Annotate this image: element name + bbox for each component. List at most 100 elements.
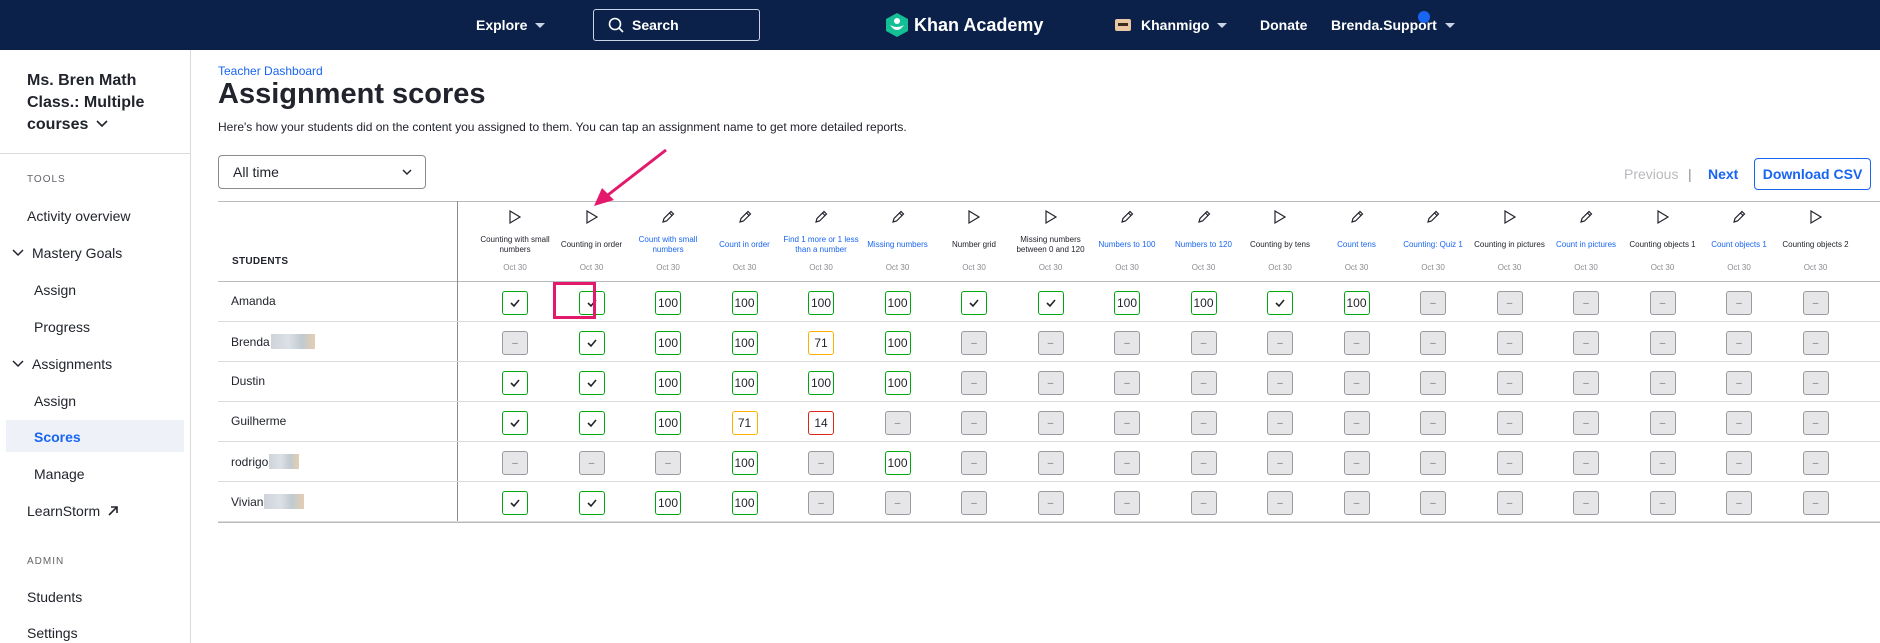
sidebar-item-activity-overview[interactable]: Activity overview [27,208,130,224]
sidebar-item-learnstorm[interactable]: LearnStorm [27,503,120,519]
column-header[interactable]: Counting: Quiz 1 Oct 30 [1395,201,1471,281]
next-page-button[interactable]: Next [1708,166,1739,182]
column-title[interactable]: Count tens [1337,240,1376,249]
sidebar-item-students[interactable]: Students [27,589,82,605]
khanmigo-menu[interactable]: Khanmigo [1115,0,1228,50]
sidebar-item-mastery-progress[interactable]: Progress [34,319,90,335]
score-cell: – [1649,371,1676,395]
score-cell[interactable] [502,371,528,395]
sidebar-item-scores[interactable]: Scores [34,429,81,445]
score-cell[interactable] [502,491,528,515]
column-header[interactable]: Numbers to 120 Oct 30 [1166,201,1242,281]
score-cell: – [1649,331,1676,355]
column-title[interactable]: Count in pictures [1555,240,1617,249]
explore-menu[interactable]: Explore [476,0,546,50]
score-cell[interactable] [578,491,605,515]
download-csv-button[interactable]: Download CSV [1754,158,1871,190]
column-header[interactable]: Count tens Oct 30 [1319,201,1395,281]
column-header[interactable]: Count in order Oct 30 [707,201,783,281]
student-name-cell[interactable]: Brenda [231,334,315,349]
student-name: Dustin [231,374,266,388]
student-name: Brenda [231,334,270,349]
score-cell[interactable] [578,291,605,315]
class-selector[interactable]: Ms. Bren Math Class.: Multiple courses [27,70,177,136]
student-name-cell[interactable]: Amanda [231,294,276,308]
column-date: Oct 30 [732,263,757,272]
sidebar-item-assignments-assign[interactable]: Assign [34,393,76,409]
score-cell[interactable] [578,411,605,435]
score-cell[interactable]: 100 [655,331,681,355]
column-header[interactable]: Numbers to 100 Oct 30 [1089,201,1165,281]
column-title[interactable]: Count objects 1 [1711,240,1767,249]
score-cell[interactable]: 100 [884,451,911,475]
score-cell[interactable]: 100 [655,411,681,435]
row-divider [218,441,1880,442]
score-cell[interactable]: 100 [1343,291,1370,315]
score-cell[interactable]: 100 [655,291,681,315]
score-cell[interactable] [961,291,987,315]
column-header[interactable]: Missing numbers Oct 30 [860,201,936,281]
khan-academy-logo[interactable]: Khan Academy [886,0,1043,50]
score-cell: – [1190,371,1217,395]
column-header[interactable]: Count with small numbers Oct 30 [630,201,706,281]
user-menu[interactable]: Brenda.Support [1331,0,1455,50]
score-cell[interactable]: 100 [731,331,758,355]
score-cell[interactable]: 71 [731,411,758,435]
sidebar-item-label: Assign [34,282,77,298]
sidebar-item-manage[interactable]: Manage [34,466,85,482]
sidebar-group-assignments[interactable]: Assignments [12,356,112,372]
column-date: Oct 30 [1574,263,1598,272]
student-name-cell[interactable]: Dustin [231,374,265,388]
score-cell[interactable]: 100 [731,491,758,515]
score-cell: – [1802,451,1829,475]
student-name-cell[interactable]: rodrigo [231,454,300,469]
column-header[interactable]: Count objects 1 Oct 30 [1701,201,1777,281]
score-cell[interactable]: 100 [655,371,681,395]
score-cell[interactable]: 71 [808,331,834,355]
sidebar-group-mastery-goals[interactable]: Mastery Goals [12,245,122,261]
score-cell[interactable]: 100 [808,371,834,395]
score-cell[interactable]: 100 [731,451,758,475]
score-cell[interactable] [502,411,528,435]
column-title[interactable]: Counting: Quiz 1 [1403,240,1463,249]
student-name-cell[interactable]: Vivian [231,494,305,509]
score-cell[interactable]: 14 [808,411,834,435]
score-cell: – [1037,371,1064,395]
score-cell[interactable] [502,291,528,315]
score-cell[interactable]: 100 [884,291,911,315]
column-header[interactable]: Find 1 more or 1 less than a number Oct 3… [783,201,859,281]
score-cell[interactable]: 100 [1114,291,1140,315]
student-name-cell[interactable]: Guilherme [231,414,286,428]
score-cell[interactable] [578,371,605,395]
score-cell[interactable]: 100 [655,491,681,515]
column-header[interactable]: Count in pictures Oct 30 [1548,201,1624,281]
score-cell[interactable]: 100 [884,371,911,395]
score-cell[interactable] [1037,291,1064,315]
score-cell[interactable] [1267,291,1293,315]
sidebar-item-label: Progress [34,319,91,335]
score-cell: – [1420,331,1446,355]
score-cell[interactable]: 100 [1190,291,1217,315]
column-title[interactable]: Find 1 more or 1 less than a number [783,235,859,254]
search-button[interactable]: Search [593,9,760,41]
time-filter-select[interactable]: All time [218,155,426,189]
column-title[interactable]: Missing numbers [867,240,928,249]
score-cell: – [1496,491,1523,515]
sidebar-item-mastery-assign[interactable]: Assign [34,282,76,298]
score-cell[interactable]: 100 [808,291,834,315]
breadcrumb-teacher-dashboard[interactable]: Teacher Dashboard [218,64,323,78]
donate-link[interactable]: Donate [1260,0,1307,50]
play-icon [584,209,600,225]
column-title[interactable]: Count with small numbers [638,235,698,254]
column-title[interactable]: Numbers to 120 [1175,240,1232,249]
score-cell[interactable]: 100 [884,331,911,355]
score-cell: – [1573,451,1599,475]
score-cell[interactable] [578,331,605,355]
sidebar-item-settings[interactable]: Settings [27,625,78,641]
score-cell[interactable]: 100 [731,291,758,315]
column-title[interactable]: Count in order [719,240,770,249]
score-cell: – [808,451,834,475]
previous-page-button[interactable]: Previous [1624,166,1679,182]
score-cell[interactable]: 100 [731,371,758,395]
column-title[interactable]: Numbers to 100 [1098,240,1156,249]
